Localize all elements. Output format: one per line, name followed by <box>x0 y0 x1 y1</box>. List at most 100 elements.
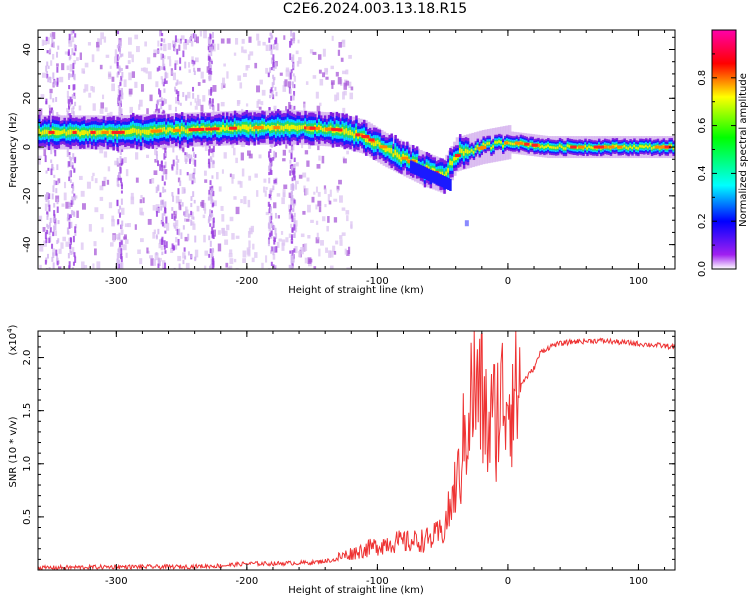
spectrogram-noise-cell <box>289 159 292 164</box>
spectrogram-signal-cell <box>94 130 98 136</box>
spectrogram-noise-cell <box>52 185 55 193</box>
spectrogram-noise-cell <box>285 141 288 149</box>
spectrogram-noise-cell <box>47 200 50 207</box>
spectrogram-signal-cell <box>498 140 501 143</box>
spectrogram-noise-cell <box>346 267 350 269</box>
spectrogram-noise-cell <box>157 207 160 213</box>
spectrogram-noise-cell <box>73 252 76 257</box>
spectrogram-signal-cell <box>86 131 90 136</box>
spectrogram-noise-cell <box>71 94 74 99</box>
spectrogram-signal-cell <box>243 124 247 130</box>
spectrogram-signal-cell <box>137 128 141 134</box>
snr-plot-area <box>38 331 675 570</box>
spectrogram-signal-cell <box>439 174 442 187</box>
spectrogram-noise-cell <box>331 35 334 41</box>
spectrogram-noise-cell <box>313 266 317 269</box>
spectrogram-noise-cell <box>128 51 132 58</box>
spectrogram-noise-cell <box>171 166 174 171</box>
y-tick-label: 1.0 <box>22 456 33 472</box>
spectrogram-noise-cell <box>179 57 182 64</box>
spectrogram-noise-cell <box>212 217 215 223</box>
spectrogram-noise-cell <box>46 192 49 197</box>
spectrogram-noise-cell <box>116 54 119 61</box>
spectrogram-signal-cell <box>63 129 66 134</box>
spectrogram-noise-cell <box>188 213 193 217</box>
spectrogram-noise-cell <box>74 157 77 164</box>
spectrogram-signal-cell <box>648 144 652 148</box>
spectrogram-noise-cell <box>103 176 107 181</box>
spectrogram-noise-cell <box>318 248 321 257</box>
spectrogram-noise-cell <box>73 52 76 56</box>
spectrogram-noise-cell <box>176 79 179 85</box>
spectrogram-noise-cell <box>163 211 166 216</box>
spectrogram-noise-cell <box>327 216 330 223</box>
spectrogram-noise-cell <box>53 230 58 236</box>
spectrogram-noise-cell <box>290 204 293 211</box>
spectrogram-signal-cell <box>171 127 174 133</box>
spectrogram-noise-cell <box>78 175 83 180</box>
spectrogram-signal-cell <box>541 145 544 148</box>
spectrogram-noise-cell <box>67 230 70 235</box>
spectrogram-noise-cell <box>183 41 188 50</box>
spectrogram-noise-cell <box>118 247 121 253</box>
spectrogram-noise-cell <box>45 237 48 244</box>
spectrogram-halo <box>675 136 679 158</box>
spectrogram-noise-cell <box>171 70 174 75</box>
x-tick-label: 0 <box>505 276 511 287</box>
spectrogram-noise-cell <box>67 51 70 56</box>
spectrogram-noise-cell <box>298 57 302 64</box>
spectrogram-noise-cell <box>80 242 84 250</box>
spectrogram-noise-cell <box>308 144 312 149</box>
x-tick-label: -300 <box>105 276 128 287</box>
spectrogram-noise-cell <box>119 90 122 97</box>
spectrogram-noise-cell <box>275 37 278 44</box>
spectrogram-noise-cell <box>44 203 48 211</box>
spectrogram-noise-cell <box>247 150 251 156</box>
spectrogram-noise-cell <box>226 224 230 231</box>
spectrogram-noise-cell <box>278 238 282 242</box>
spectrogram-noise-cell <box>121 158 124 165</box>
spectrogram-noise-cell <box>269 220 272 224</box>
spectrogram-signal-cell <box>39 131 43 136</box>
spectrogram-noise-cell <box>68 170 71 178</box>
spectrogram-noise-cell <box>182 225 185 230</box>
spectrogram-noise-cell <box>247 54 251 61</box>
snr-plot-frame <box>37 330 676 571</box>
spectrogram-noise-cell <box>200 104 204 112</box>
spectrogram-noise-cell <box>98 38 103 45</box>
spectrogram-noise-cell <box>291 194 294 200</box>
spectrogram-signal-cell <box>427 168 431 181</box>
spectrogram-noise-cell <box>53 80 56 86</box>
spectrogram-signal-cell <box>202 125 205 131</box>
spectrogram-noise-cell <box>188 158 191 164</box>
snr-scale-factor: (x104) <box>6 324 19 355</box>
spectrogram-noise-cell <box>254 173 258 178</box>
spectrogram-peak-cell <box>190 128 198 132</box>
spectrogram-noise-cell <box>208 265 211 269</box>
spectrogram-noise-cell <box>175 96 178 104</box>
spectrogram-noise-cell <box>295 225 298 229</box>
spectrogram-noise-cell <box>202 79 206 83</box>
spectrogram-noise-cell <box>350 86 354 91</box>
spectrogram-noise-cell <box>192 158 196 165</box>
spectrogram-noise-cell <box>153 229 157 234</box>
spectrogram-noise-cell <box>131 71 136 78</box>
spectrogram-noise-cell <box>210 60 213 65</box>
spectrogram-signal-cell <box>437 173 440 186</box>
spectrogram-signal-cell <box>425 167 429 180</box>
spectrogram-noise-cell <box>184 61 187 69</box>
spectrogram-noise-cell <box>337 77 342 85</box>
spectrogram-signal-cell <box>552 146 556 149</box>
spectrogram-signal-cell <box>502 145 505 148</box>
spectrogram-noise-cell <box>117 183 120 188</box>
spectrogram-noise-cell <box>254 252 258 258</box>
spectrogram-noise-cell <box>293 75 297 82</box>
spectrogram-noise-cell <box>117 85 120 89</box>
spectrogram-noise-cell <box>64 51 69 55</box>
spectrogram-noise-cell <box>272 264 275 268</box>
spectrogram-signal-cell <box>290 124 294 130</box>
spectrogram-signal-cell <box>67 130 70 135</box>
spectrogram-noise-cell <box>175 236 178 243</box>
spectrogram-noise-cell <box>268 208 271 214</box>
spectrogram-noise-cell <box>218 186 222 192</box>
